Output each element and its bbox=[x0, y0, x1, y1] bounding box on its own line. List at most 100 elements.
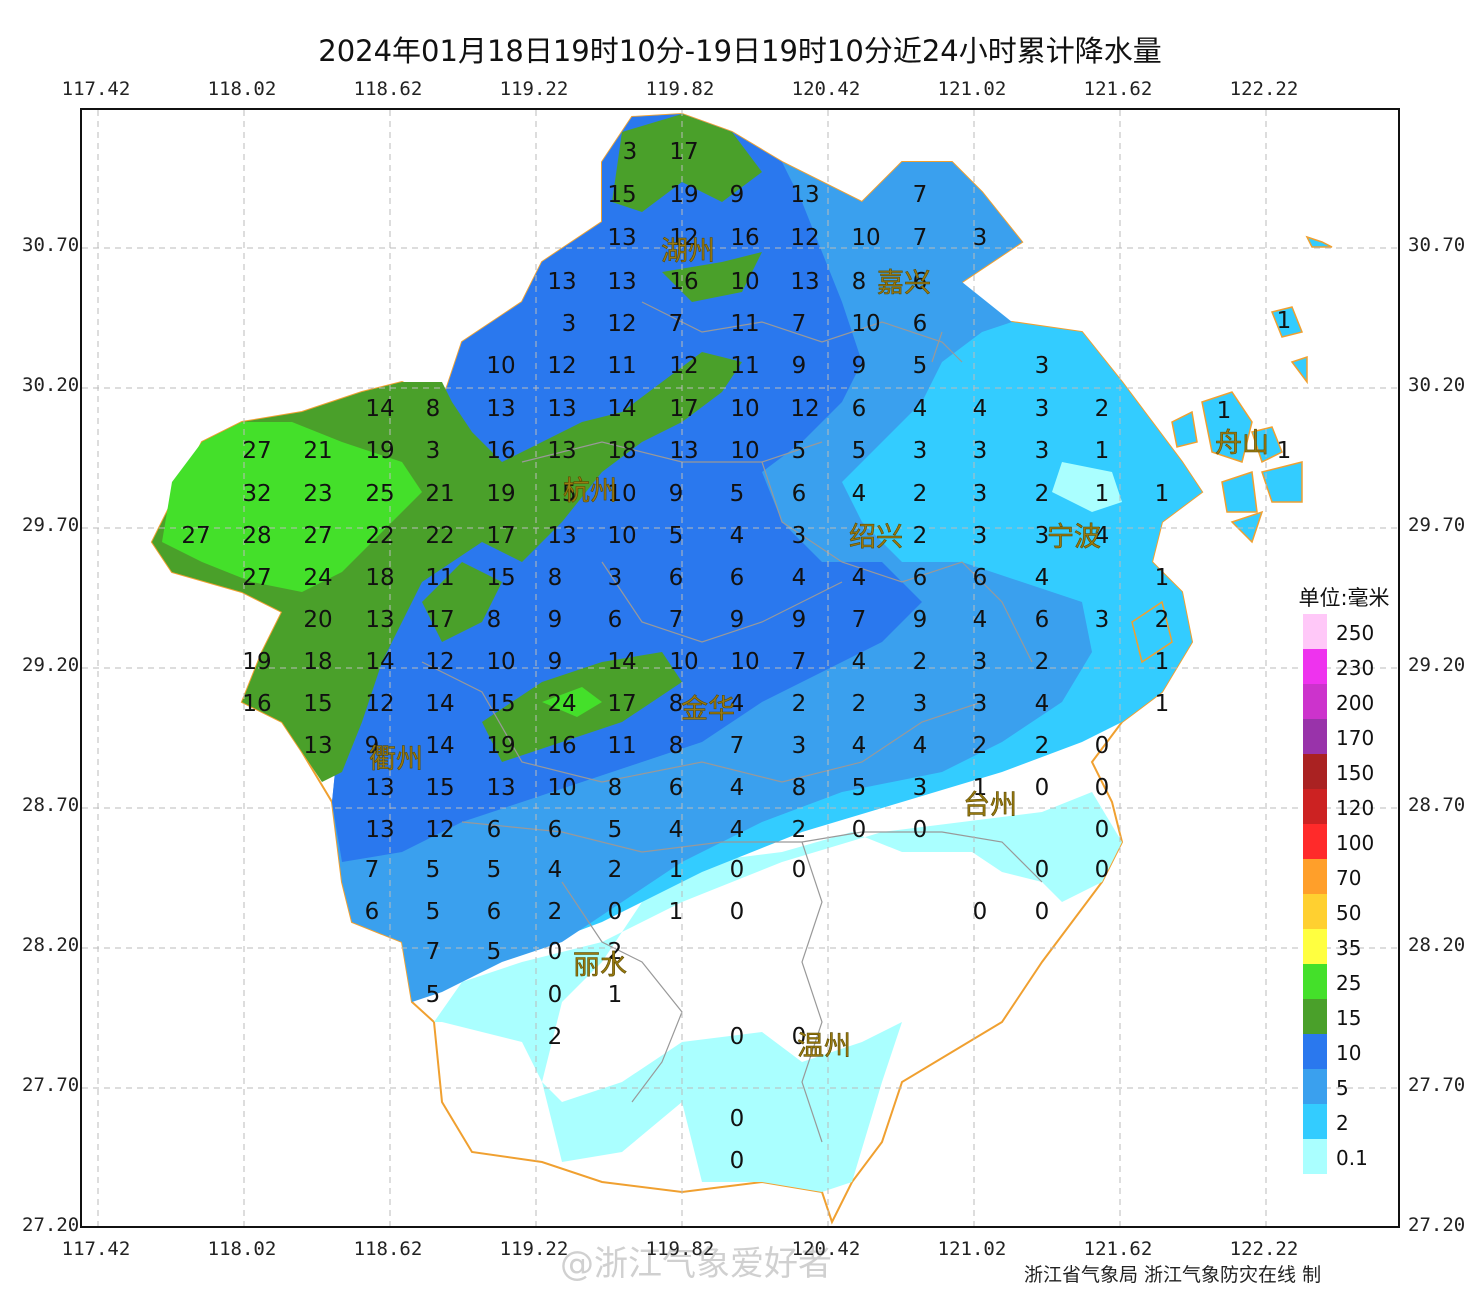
station-value: 8 bbox=[487, 607, 502, 633]
latitude-tick-right: 28.70 bbox=[1408, 794, 1466, 816]
station-value: 19 bbox=[486, 733, 515, 759]
legend-swatch bbox=[1303, 719, 1327, 754]
station-value: 6 bbox=[730, 565, 745, 591]
station-value: 12 bbox=[669, 225, 698, 251]
station-value: 7 bbox=[365, 857, 380, 883]
legend-label: 250 bbox=[1336, 621, 1374, 645]
longitude-tick-top: 118.62 bbox=[353, 78, 423, 100]
station-value: 9 bbox=[669, 481, 684, 507]
precipitation-map: 3 17 15 19 9 13 7 13 12 16 12 10 7 3 13 13 16 10 13 8 6 3 12 7 1… bbox=[80, 108, 1400, 1228]
longitude-tick-top: 122.22 bbox=[1229, 78, 1299, 100]
station-value: 15 bbox=[486, 691, 515, 717]
station-value: 10 bbox=[669, 649, 698, 675]
station-value: 4 bbox=[548, 857, 563, 883]
station-value: 7 bbox=[852, 607, 867, 633]
station-value: 32 bbox=[242, 481, 271, 507]
station-value: 6 bbox=[973, 565, 988, 591]
longitude-tick-bottom: 119.22 bbox=[499, 1238, 569, 1260]
station-value: 13 bbox=[486, 775, 515, 801]
station-value: 6 bbox=[669, 565, 684, 591]
station-value: 0 bbox=[1095, 817, 1110, 843]
station-value: 2 bbox=[608, 857, 623, 883]
station-value: 8 bbox=[608, 775, 623, 801]
station-value: 4 bbox=[852, 733, 867, 759]
station-value: 13 bbox=[547, 523, 576, 549]
station-value: 16 bbox=[486, 438, 515, 464]
station-value: 3 bbox=[973, 523, 988, 549]
graticule bbox=[82, 110, 1398, 1226]
station-value: 3 bbox=[1095, 607, 1110, 633]
station-value: 15 bbox=[607, 182, 636, 208]
station-value: 13 bbox=[365, 817, 394, 843]
station-value: 4 bbox=[669, 817, 684, 843]
station-value: 23 bbox=[303, 481, 332, 507]
station-value: 17 bbox=[669, 396, 698, 422]
station-value: 15 bbox=[486, 565, 515, 591]
station-value: 11 bbox=[730, 311, 759, 337]
station-value: 17 bbox=[486, 523, 515, 549]
station-value: 13 bbox=[790, 182, 819, 208]
station-value: 6 bbox=[1035, 607, 1050, 633]
station-value: 4 bbox=[730, 775, 745, 801]
station-value: 5 bbox=[426, 857, 441, 883]
station-value: 3 bbox=[562, 311, 577, 337]
station-value: 2 bbox=[1155, 607, 1170, 633]
longitude-tick-bottom: 121.02 bbox=[937, 1238, 1007, 1260]
legend-label: 70 bbox=[1336, 866, 1361, 890]
station-value: 3 bbox=[1035, 353, 1050, 379]
station-value: 0 bbox=[730, 857, 745, 883]
station-value: 12 bbox=[365, 691, 394, 717]
legend-label: 25 bbox=[1336, 971, 1361, 995]
station-value: 15 bbox=[303, 691, 332, 717]
station-value: 2 bbox=[548, 899, 563, 925]
station-value: 28 bbox=[242, 523, 271, 549]
latitude-tick-left: 27.20 bbox=[22, 1214, 80, 1236]
longitude-tick-bottom: 119.82 bbox=[645, 1238, 715, 1260]
station-value: 8 bbox=[669, 691, 684, 717]
station-value: 1 bbox=[1155, 481, 1170, 507]
station-value: 1 bbox=[1095, 438, 1110, 464]
city-label: 衢州 bbox=[369, 744, 423, 775]
station-value: 11 bbox=[425, 565, 454, 591]
station-value: 2 bbox=[792, 817, 807, 843]
station-value: 4 bbox=[1095, 523, 1110, 549]
station-value: 19 bbox=[486, 481, 515, 507]
station-value: 3 bbox=[608, 565, 623, 591]
legend-swatch bbox=[1303, 1069, 1327, 1104]
station-value: 0 bbox=[792, 1024, 807, 1050]
station-value: 5 bbox=[792, 438, 807, 464]
station-value: 2 bbox=[1035, 649, 1050, 675]
station-value: 0 bbox=[973, 899, 988, 925]
legend-swatch bbox=[1303, 999, 1327, 1034]
longitude-tick-bottom: 118.62 bbox=[353, 1238, 423, 1260]
station-value: 2 bbox=[608, 939, 623, 965]
station-value: 10 bbox=[607, 481, 636, 507]
station-value: 7 bbox=[792, 649, 807, 675]
longitude-tick-bottom: 117.42 bbox=[61, 1238, 131, 1260]
legend-label: 120 bbox=[1336, 796, 1374, 820]
station-value: 5 bbox=[487, 939, 502, 965]
station-value: 0 bbox=[1035, 857, 1050, 883]
latitude-tick-right: 30.70 bbox=[1408, 234, 1466, 256]
coastline-islands bbox=[1131, 235, 1333, 664]
station-value: 4 bbox=[852, 649, 867, 675]
station-value: 4 bbox=[913, 396, 928, 422]
station-value: 24 bbox=[303, 565, 332, 591]
station-value: 19 bbox=[669, 182, 698, 208]
city-label: 温州 bbox=[797, 1031, 851, 1062]
station-value: 12 bbox=[425, 649, 454, 675]
precip-fill-light bbox=[434, 792, 1122, 1192]
station-value: 24 bbox=[547, 691, 576, 717]
station-value: 16 bbox=[730, 225, 759, 251]
station-value: 17 bbox=[425, 607, 454, 633]
station-value: 6 bbox=[913, 269, 928, 295]
station-value: 3 bbox=[973, 649, 988, 675]
station-value: 2 bbox=[913, 481, 928, 507]
station-value: 4 bbox=[1035, 691, 1050, 717]
station-value: 3 bbox=[623, 139, 638, 165]
station-value: 13 bbox=[303, 733, 332, 759]
legend-swatch bbox=[1303, 929, 1327, 964]
station-value: 3 bbox=[973, 225, 988, 251]
station-value: 6 bbox=[608, 607, 623, 633]
